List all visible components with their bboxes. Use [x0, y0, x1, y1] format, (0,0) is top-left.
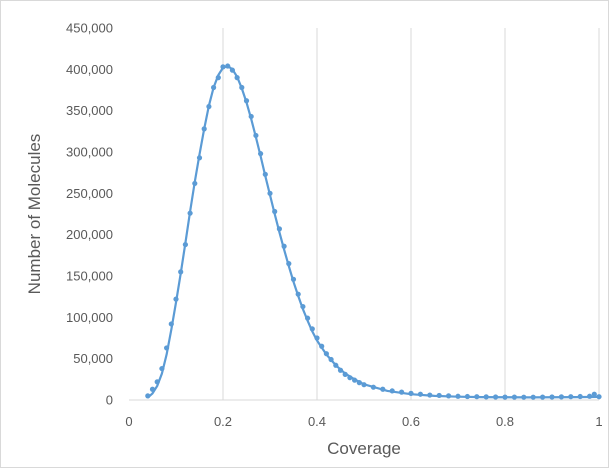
- data-point: [300, 303, 306, 310]
- data-point: [281, 243, 287, 249]
- data-point: [201, 126, 207, 132]
- data-point: [356, 380, 362, 386]
- data-point: [399, 389, 405, 395]
- data-point: [464, 393, 470, 400]
- data-point: [164, 345, 170, 351]
- data-point: [436, 392, 442, 399]
- data-point: [272, 208, 278, 215]
- data-point: [380, 386, 386, 392]
- data-point: [173, 296, 179, 302]
- data-point: [591, 391, 597, 397]
- data-point: [502, 394, 508, 400]
- data-point: [446, 393, 452, 399]
- data-point: [243, 98, 250, 104]
- data-point: [196, 155, 203, 161]
- data-points: [145, 63, 602, 400]
- data-point: [328, 356, 334, 363]
- x-tick-label: 0.4: [308, 414, 326, 429]
- data-point: [262, 171, 268, 177]
- data-point: [248, 113, 254, 120]
- data-point: [558, 394, 565, 400]
- data-point: [229, 67, 235, 73]
- data-point: [215, 75, 221, 81]
- data-point: [540, 394, 546, 400]
- y-tick-label: 200,000: [66, 227, 113, 242]
- y-tick-label: 100,000: [66, 310, 113, 325]
- fit-line: [147, 64, 600, 399]
- data-point: [323, 351, 329, 357]
- x-axis-title: Coverage: [327, 439, 401, 458]
- data-point: [154, 379, 160, 385]
- data-point: [239, 84, 245, 91]
- data-point: [511, 394, 517, 400]
- data-point: [206, 103, 212, 110]
- data-point: [530, 394, 536, 400]
- data-point: [253, 132, 259, 139]
- x-tick-labels: 0 0.2 0.4 0.6 0.8 1: [125, 414, 602, 429]
- data-point: [342, 371, 348, 377]
- data-point: [587, 393, 593, 399]
- data-point: [149, 386, 156, 392]
- data-point: [361, 382, 367, 388]
- data-point: [187, 210, 193, 216]
- data-point: [286, 261, 292, 267]
- data-point: [225, 63, 231, 69]
- data-point: [145, 393, 151, 399]
- y-tick-label: 50,000: [73, 351, 113, 366]
- y-tick-label: 250,000: [66, 186, 113, 201]
- y-tick-label: 300,000: [66, 145, 113, 160]
- data-point: [596, 394, 602, 400]
- data-point: [290, 276, 297, 282]
- data-point: [577, 393, 583, 400]
- data-point: [347, 375, 353, 381]
- data-point: [474, 394, 480, 400]
- data-point: [333, 362, 339, 368]
- x-tick-label: 0: [125, 414, 132, 429]
- data-point: [182, 241, 188, 248]
- data-point: [258, 151, 264, 157]
- data-point: [408, 390, 414, 396]
- data-point: [159, 365, 165, 372]
- y-tick-labels: 0 50,000 100,000 150,000 200,000 250,000 300,0…: [66, 21, 113, 408]
- data-point: [521, 394, 527, 400]
- data-point: [295, 291, 301, 297]
- x-tick-label: 0.8: [496, 414, 514, 429]
- data-point: [417, 391, 423, 397]
- y-tick-label: 450,000: [66, 21, 113, 36]
- y-tick-label: 350,000: [66, 103, 113, 118]
- data-point: [389, 388, 395, 394]
- data-point: [493, 394, 499, 400]
- x-tick-label: 1: [595, 414, 602, 429]
- data-point: [352, 377, 358, 383]
- data-point: [267, 190, 273, 196]
- data-point: [234, 75, 240, 81]
- data-point: [211, 84, 217, 91]
- y-tick-label: 150,000: [66, 269, 113, 284]
- data-point: [314, 335, 320, 341]
- data-point: [276, 226, 282, 232]
- data-point: [192, 180, 198, 187]
- data-point: [319, 343, 325, 349]
- x-tick-label: 0.6: [402, 414, 420, 429]
- data-point: [309, 326, 315, 332]
- y-tick-label: 400,000: [66, 62, 113, 77]
- x-tick-label: 0.2: [214, 414, 232, 429]
- data-point: [178, 269, 184, 275]
- y-tick-label: 0: [106, 393, 113, 408]
- y-axis-title: Number of Molecules: [25, 134, 44, 295]
- data-point: [549, 394, 555, 400]
- data-point: [220, 64, 226, 70]
- data-point: [305, 315, 311, 321]
- data-point: [337, 367, 344, 373]
- data-point: [455, 393, 461, 399]
- data-point: [168, 321, 174, 327]
- grid-lines: [222, 28, 600, 400]
- data-point: [370, 384, 376, 390]
- data-point: [427, 392, 433, 398]
- data-point: [483, 394, 489, 400]
- data-point: [568, 394, 574, 400]
